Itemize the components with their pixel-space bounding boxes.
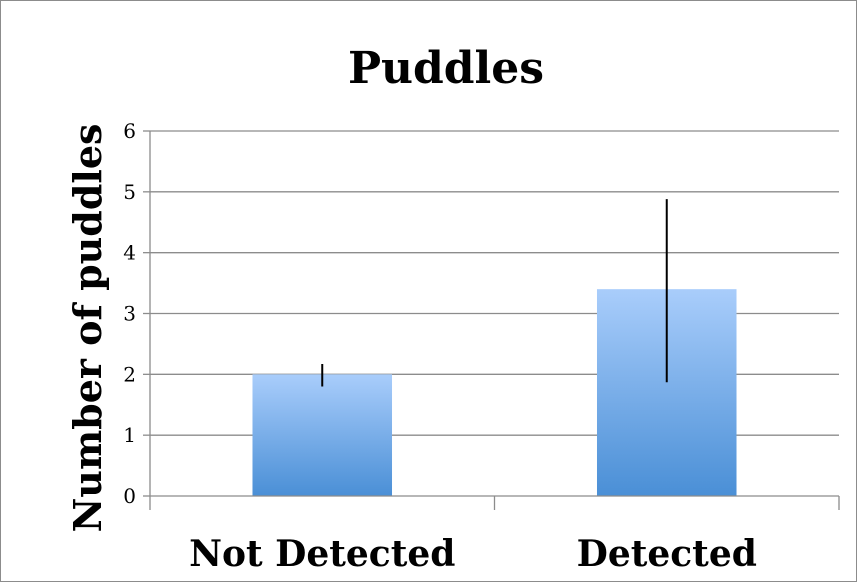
- y-tick-label: 5: [123, 180, 136, 204]
- bar: [252, 374, 393, 496]
- bars: [252, 289, 737, 496]
- y-tick-label: 2: [123, 362, 136, 386]
- axes: [149, 131, 840, 510]
- y-axis-label: Number of puddles: [65, 124, 110, 533]
- y-tick-label: 0: [123, 484, 136, 508]
- y-tick-label: 4: [123, 241, 136, 265]
- error-bars: [321, 199, 668, 387]
- y-tick-label: 3: [123, 302, 136, 326]
- y-tick-labels: 0 1 2 3 4 5 6: [123, 119, 136, 508]
- x-tick-labels: Not Detected Detected: [189, 533, 757, 575]
- y-tick-label: 6: [123, 119, 136, 143]
- x-tick-label: Not Detected: [189, 533, 455, 575]
- x-tick-label: Detected: [577, 533, 757, 575]
- y-tick-label: 1: [123, 423, 136, 447]
- chart-title: Puddles: [348, 43, 544, 94]
